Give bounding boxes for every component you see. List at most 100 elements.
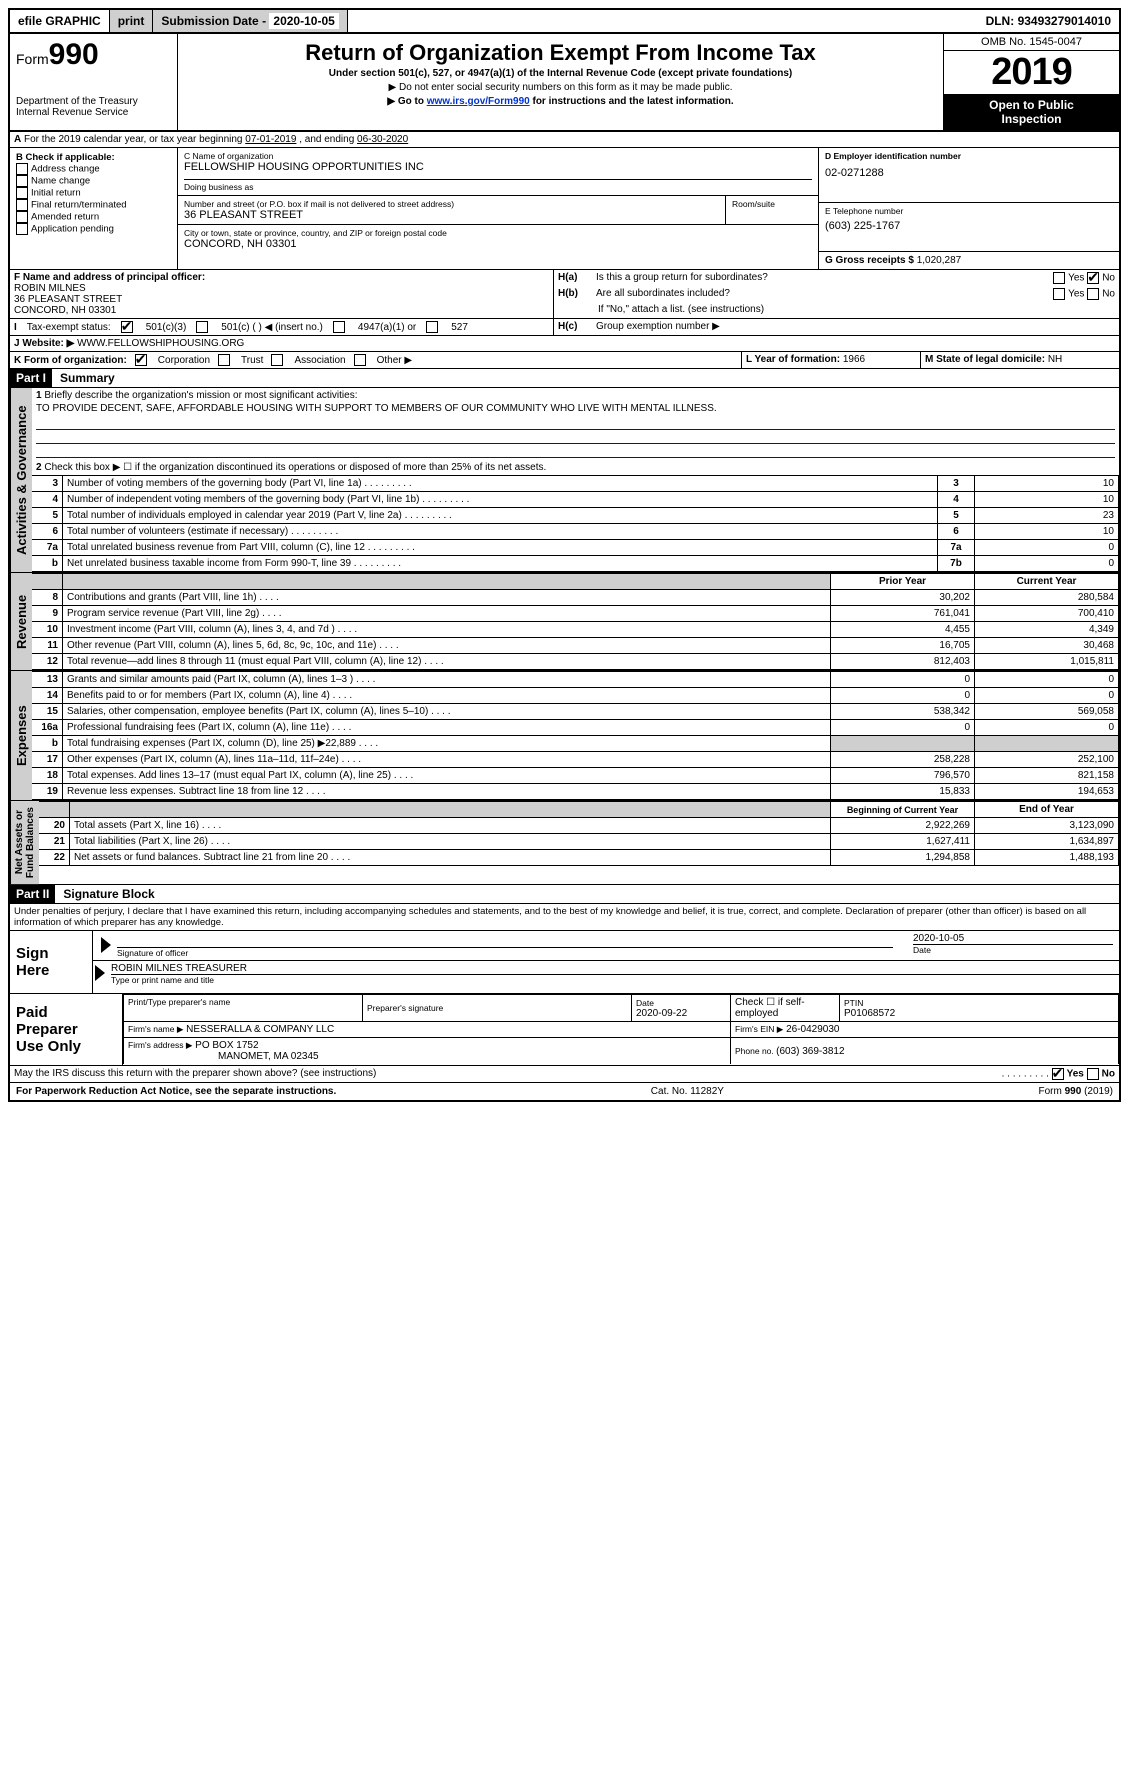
line2: 2 Check this box ▶ ☐ if the organization… <box>32 460 1119 475</box>
chk-trust[interactable] <box>218 354 230 366</box>
sig-officer-label: Signature of officer <box>117 947 893 958</box>
col-beginning: Beginning of Current Year <box>831 802 975 818</box>
discuss-row: May the IRS discuss this return with the… <box>10 1066 1119 1082</box>
mission-text: TO PROVIDE DECENT, SAFE, AFFORDABLE HOUS… <box>36 401 1115 416</box>
sign-here-block: Sign Here Signature of officer 2020-10-0… <box>10 930 1119 994</box>
ein-label: D Employer identification number <box>825 151 961 161</box>
chk-corp[interactable] <box>135 354 147 366</box>
gross-receipts-value: 1,020,287 <box>917 255 962 266</box>
paid-preparer-block: Paid Preparer Use Only Print/Type prepar… <box>10 994 1119 1066</box>
paid-preparer-label: Paid Preparer Use Only <box>10 994 122 1065</box>
subtitle-1: Under section 501(c), 527, or 4947(a)(1)… <box>184 68 937 79</box>
table-row: bNet unrelated business taxable income f… <box>32 556 1119 572</box>
chk-527[interactable] <box>426 321 438 333</box>
chk-ha-yes[interactable] <box>1053 272 1065 284</box>
chk-4947[interactable] <box>333 321 345 333</box>
city-label: City or town, state or province, country… <box>184 228 812 238</box>
declaration-text: Under penalties of perjury, I declare th… <box>10 904 1119 930</box>
chk-501c[interactable] <box>196 321 208 333</box>
box-d-e-g: D Employer identification number 02-0271… <box>818 148 1119 269</box>
form-org-label: K Form of organization: <box>14 355 127 366</box>
expenses-block: Expenses 13Grants and similar amounts pa… <box>10 671 1119 801</box>
ptin-label: PTIN <box>844 998 1114 1008</box>
irs-link[interactable]: www.irs.gov/Form990 <box>427 96 530 107</box>
phone-label: E Telephone number <box>825 206 1113 216</box>
row-f-h: F Name and address of principal officer:… <box>10 270 1119 319</box>
box-j: J Website: ▶ WWW.FELLOWSHIPHOUSING.ORG <box>10 336 1119 352</box>
chk-discuss-no[interactable] <box>1087 1068 1099 1080</box>
box-l: L Year of formation: 1966 <box>741 352 920 368</box>
form-container: efile GRAPHIC print Submission Date - 20… <box>8 8 1121 1102</box>
chk-hb-no[interactable] <box>1087 288 1099 300</box>
box-k: K Form of organization: Corporation Trus… <box>10 352 741 368</box>
box-b: B Check if applicable: Address change Na… <box>10 148 178 269</box>
col-end: End of Year <box>975 802 1119 818</box>
vtab-expenses: Expenses <box>10 671 32 800</box>
table-row: 6Total number of volunteers (estimate if… <box>32 524 1119 540</box>
prep-date: 2020-09-22 <box>636 1008 726 1019</box>
firm-name-label: Firm's name ▶ <box>128 1024 183 1034</box>
chk-hb-yes[interactable] <box>1053 288 1065 300</box>
discuss-question: May the IRS discuss this return with the… <box>14 1068 1002 1080</box>
chk-other[interactable] <box>354 354 366 366</box>
ha-label: H(a) <box>558 272 596 284</box>
chk-address-change[interactable] <box>16 163 28 175</box>
chk-501c3[interactable] <box>121 321 133 333</box>
chk-amended[interactable] <box>16 211 28 223</box>
vtab-netassets: Net Assets or Fund Balances <box>10 801 39 884</box>
table-row: 5Total number of individuals employed in… <box>32 508 1119 524</box>
expenses-table: 13Grants and similar amounts paid (Part … <box>32 671 1119 800</box>
cat-number: Cat. No. 11282Y <box>651 1086 724 1097</box>
box-i: I Tax-exempt status: 501(c)(3) 501(c) ( … <box>10 319 554 335</box>
tax-status-label: Tax-exempt status: <box>27 322 111 333</box>
triangle-icon <box>101 937 111 953</box>
h-c-row: H(c) Group exemption number ▶ <box>554 319 1119 335</box>
revenue-block: Revenue Prior YearCurrent Year 8Contribu… <box>10 573 1119 671</box>
table-row: 18Total expenses. Add lines 13–17 (must … <box>32 768 1119 784</box>
col-current: Current Year <box>975 574 1119 590</box>
address-row: Number and street (or P.O. box if mail i… <box>178 196 818 225</box>
chk-final-return[interactable] <box>16 199 28 211</box>
table-row: 16aProfessional fundraising fees (Part I… <box>32 720 1119 736</box>
activities-governance-block: Activities & Governance 1 Briefly descri… <box>10 388 1119 573</box>
preparer-table: Print/Type preparer's name Preparer's si… <box>123 994 1119 1064</box>
vtab-revenue: Revenue <box>10 573 32 670</box>
table-row: 20Total assets (Part X, line 16) . . . .… <box>39 818 1119 834</box>
chk-initial-return[interactable] <box>16 187 28 199</box>
table-row: 19Revenue less expenses. Subtract line 1… <box>32 784 1119 800</box>
form-ref: Form 990 (2019) <box>1039 1086 1113 1097</box>
table-row: bTotal fundraising expenses (Part IX, co… <box>32 736 1119 752</box>
row-klm: K Form of organization: Corporation Trus… <box>10 352 1119 369</box>
chk-ha-no[interactable] <box>1087 272 1099 284</box>
dln: DLN: 93493279014010 <box>978 10 1119 32</box>
city-box: City or town, state or province, country… <box>178 225 818 253</box>
org-name-label: C Name of organization <box>184 151 812 161</box>
subtitle-3: ▶ Go to www.irs.gov/Form990 for instruct… <box>184 96 937 107</box>
chk-app-pending[interactable] <box>16 223 28 235</box>
part1-title: Summary <box>52 369 123 387</box>
submission-date-label: Submission Date - 2020-10-05 <box>153 10 347 32</box>
box-d: D Employer identification number 02-0271… <box>819 148 1119 203</box>
chk-assoc[interactable] <box>271 354 283 366</box>
vtab-activities: Activities & Governance <box>10 388 32 572</box>
header-mid: Return of Organization Exempt From Incom… <box>178 34 943 130</box>
chk-discuss-yes[interactable] <box>1052 1068 1064 1080</box>
hb-label: H(b) <box>558 288 596 300</box>
phone-value: (603) 225-1767 <box>825 220 1113 232</box>
prep-date-label: Date <box>636 998 726 1008</box>
website-value: WWW.FELLOWSHIPHOUSING.ORG <box>77 338 244 349</box>
hb-text: Are all subordinates included? <box>596 288 1053 300</box>
table-row: 7aTotal unrelated business revenue from … <box>32 540 1119 556</box>
officer-addr2: CONCORD, NH 03301 <box>14 305 116 316</box>
dba-label: Doing business as <box>184 179 812 192</box>
officer-name-line: ROBIN MILNES TREASURER Type or print nam… <box>93 961 1119 987</box>
firm-addr2: MANOMET, MA 02345 <box>218 1051 319 1062</box>
form-title: Return of Organization Exempt From Incom… <box>184 40 937 66</box>
officer-label: F Name and address of principal officer: <box>14 272 205 283</box>
period-row: A For the 2019 calendar year, or tax yea… <box>10 132 1119 148</box>
chk-name-change[interactable] <box>16 175 28 187</box>
table-row: 12Total revenue—add lines 8 through 11 (… <box>32 654 1119 670</box>
print-button[interactable]: print <box>110 10 154 32</box>
firm-name: NESSERALLA & COMPANY LLC <box>186 1024 334 1035</box>
box-e: E Telephone number (603) 225-1767 <box>819 203 1119 252</box>
